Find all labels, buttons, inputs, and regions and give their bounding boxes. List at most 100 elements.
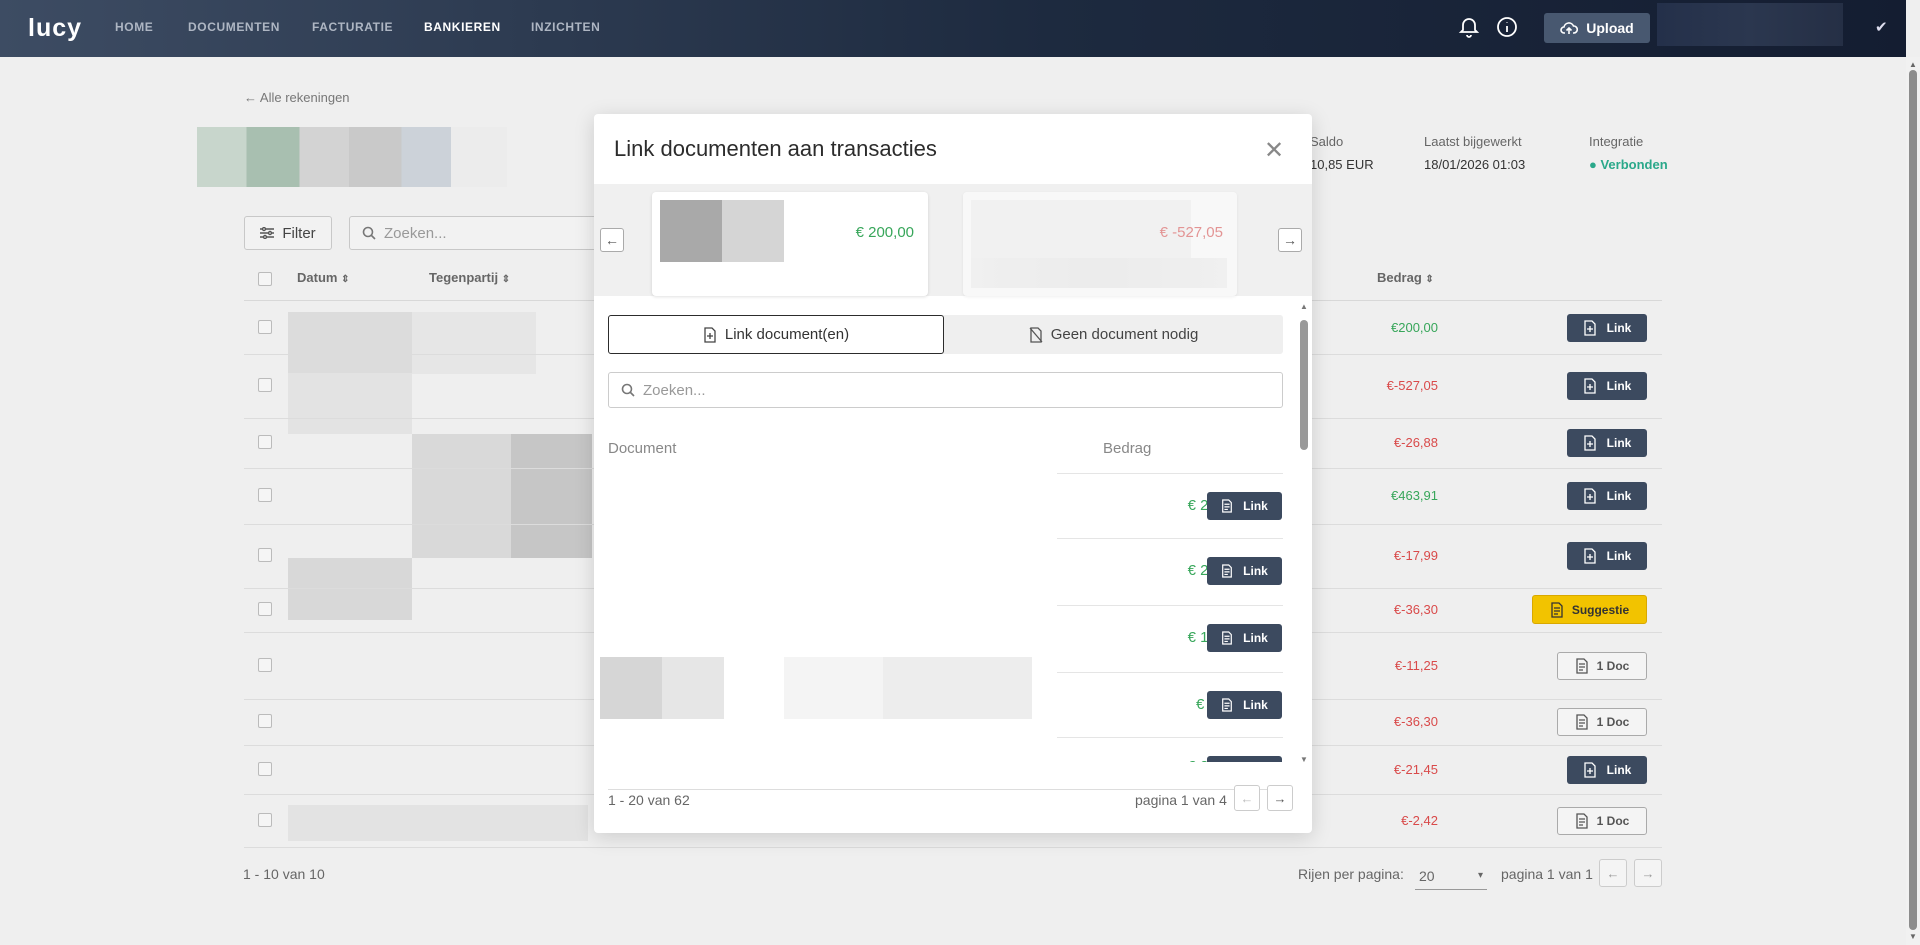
document-icon [1550,601,1564,618]
row-link-button[interactable]: Link [1567,429,1647,457]
account-name-redacted [197,127,507,187]
nav-inzichten[interactable]: INZICHTEN [531,20,601,34]
row-link-button[interactable]: Link [1567,372,1647,400]
row-amount: €463,91 [1391,488,1438,503]
close-icon[interactable]: ✕ [1264,137,1285,164]
document-link-button[interactable]: Link [1207,691,1282,719]
transaction-card-active[interactable]: € 200,00 [652,192,928,296]
redacted-cell [412,434,592,558]
row-checkbox[interactable] [258,602,272,616]
modal-prev-page-button[interactable]: ← [1234,785,1260,811]
nav-bankieren[interactable]: BANKIEREN [424,20,501,34]
filter-button[interactable]: Filter [244,216,332,250]
scroll-up-icon[interactable]: ▲ [1909,60,1917,69]
back-link[interactable]: ← Alle rekeningen [244,90,350,105]
row-divider [1057,473,1283,474]
checkmark-icon[interactable]: ✔ [1875,19,1888,36]
upload-button[interactable]: Upload [1544,13,1650,43]
select-all-checkbox[interactable] [258,272,272,286]
document-icon [1575,714,1589,730]
document-icon [1575,812,1589,829]
transaction-carousel: ← € 200,00 € -527,05 → [594,184,1312,296]
prev-page-button[interactable]: ← [1599,859,1627,887]
user-account-menu[interactable] [1657,3,1843,46]
carousel-amount: € -527,05 [1159,224,1223,241]
transaction-card[interactable]: € -527,05 [963,192,1237,296]
carousel-prev-button[interactable]: ← [600,228,624,252]
row-amount: €-11,25 [1394,657,1438,673]
row-docs-button[interactable]: 1 Doc [1557,708,1647,736]
document-icon [1221,564,1233,578]
row-docs-label: 1 Doc [1596,715,1630,729]
row-checkbox[interactable] [258,435,272,449]
column-tegenpartij[interactable]: Tegenpartij ⇕ [429,270,510,285]
tab-no-document-needed[interactable]: Geen document nodig [944,315,1283,354]
row-checkbox[interactable] [258,378,272,392]
row-amount: €-17,99 [1393,548,1438,563]
page-indicator: pagina 1 van 1 [1501,866,1593,882]
modal-title: Link documenten aan transacties [614,136,937,161]
carousel-next-button[interactable]: → [1278,228,1302,252]
document-link-button[interactable]: Link [1207,624,1282,652]
arrow-left-icon: ← [1606,865,1620,881]
transactions-search-input[interactable]: Zoeken... [349,216,609,250]
row-link-button[interactable]: Link [1567,313,1647,342]
updated-value: 18/01/2026 01:03 [1424,157,1526,172]
nav-documenten[interactable]: DOCUMENTEN [188,20,280,34]
scroll-down-icon[interactable]: ▼ [1909,932,1917,941]
scroll-down-icon[interactable]: ▼ [1300,755,1308,764]
info-icon[interactable] [1495,15,1519,39]
column-datum[interactable]: Datum ⇕ [297,270,349,285]
integration-label: Integratie [1589,134,1644,149]
column-bedrag[interactable]: Bedrag ⇕ [1377,270,1434,285]
row-checkbox[interactable] [258,319,272,334]
document-add-icon [1583,761,1597,778]
tab-link-documents[interactable]: Link document(en) [608,315,944,354]
next-page-button[interactable]: → [1634,859,1662,887]
row-checkbox[interactable] [258,657,272,672]
row-checkbox[interactable] [258,548,272,562]
row-link-button[interactable]: Link [1567,542,1647,570]
row-link-label: Link [1606,320,1632,335]
row-link-button[interactable]: Link [1567,482,1647,510]
row-suggestion-button[interactable]: Suggestie [1532,595,1647,624]
row-checkbox[interactable] [258,488,272,502]
modal-scrollbar-thumb[interactable] [1300,320,1308,450]
modal-footer-divider [608,789,1283,790]
bell-icon[interactable] [1457,15,1481,39]
redacted-cell [412,312,536,374]
logo[interactable]: lucy [28,14,83,42]
nav-facturatie[interactable]: FACTURATIE [312,20,394,34]
document-link-button[interactable]: Link [1207,492,1282,520]
row-docs-button[interactable]: 1 Doc [1557,651,1647,680]
rows-per-page-value: 20 [1419,867,1435,884]
search-icon [621,383,635,397]
search-placeholder: Zoeken... [384,224,447,242]
table-bottom-divider [244,847,1662,848]
arrow-left-icon: ← [1240,790,1254,806]
page-scrollbar-thumb[interactable] [1909,70,1917,930]
row-checkbox[interactable] [258,761,272,776]
row-checkbox[interactable] [258,812,272,827]
row-link-label: Link [1606,379,1632,393]
saldo-label: Saldo [1310,134,1344,149]
link-documents-modal: Link documenten aan transacties ✕ ← € 20… [594,114,1312,833]
document-search-input[interactable]: Zoeken... [608,372,1283,408]
link-mode-tabs: Link document(en) Geen document nodig [608,315,1283,354]
nav-home[interactable]: HOME [115,20,154,34]
modal-next-page-button[interactable]: → [1267,785,1293,811]
document-link-button[interactable]: Link [1207,557,1282,585]
document-icon [1221,499,1233,513]
document-add-icon [1583,488,1597,504]
row-amount: €-36,30 [1393,714,1438,729]
row-link-button[interactable]: Link [1567,755,1647,784]
rows-per-page-select[interactable]: 20 ▾ [1415,862,1487,890]
column-datum-label: Datum [297,270,338,285]
redacted-cell [288,312,412,434]
row-docs-button[interactable]: 1 Doc [1557,806,1647,835]
redacted-document [784,657,1032,719]
scroll-up-icon[interactable]: ▲ [1300,302,1308,311]
row-checkbox[interactable] [258,714,272,728]
row-divider [1057,605,1283,606]
modal-footer-count: 1 - 20 van 62 [608,792,690,808]
